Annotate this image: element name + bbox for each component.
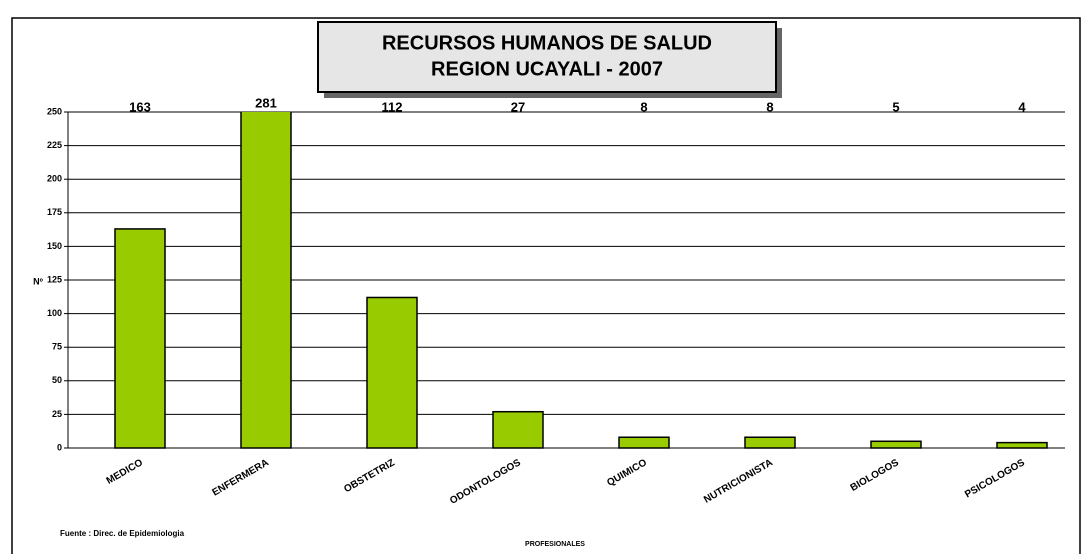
y-axis-label: Nº — [33, 276, 43, 286]
bar — [744, 436, 796, 449]
bar — [996, 441, 1048, 449]
y-tick-label: 125 — [47, 274, 62, 284]
bar — [618, 436, 670, 449]
bars — [114, 112, 1048, 449]
y-tick-label: 25 — [52, 409, 62, 419]
value-label: 8 — [640, 99, 647, 114]
bar — [114, 228, 166, 449]
value-label: 4 — [1018, 99, 1026, 114]
bar — [366, 296, 418, 449]
y-tick-label: 100 — [47, 308, 62, 318]
y-tick-label: 0 — [57, 442, 62, 452]
bar — [870, 440, 922, 449]
bar — [240, 112, 292, 449]
source-note: Fuente : Direc. de Epidemiologia — [60, 529, 185, 538]
x-axis-label: PROFESIONALES — [525, 541, 585, 548]
bar — [492, 410, 544, 449]
y-tick-label: 250 — [47, 106, 62, 116]
y-tick-label: 50 — [52, 375, 62, 385]
value-label: 163 — [129, 99, 151, 114]
y-tick-label: 75 — [52, 342, 62, 352]
value-label: 27 — [511, 99, 525, 114]
y-tick-label: 200 — [47, 174, 62, 184]
chart-title: RECURSOS HUMANOS DE SALUD — [382, 32, 712, 54]
chart-subtitle: REGION UCAYALI - 2007 — [431, 58, 663, 80]
value-label: 281 — [255, 95, 277, 110]
y-tick-label: 175 — [47, 207, 62, 217]
value-label: 112 — [382, 99, 403, 114]
title-box — [317, 21, 777, 93]
y-tick-label: 225 — [47, 140, 62, 150]
value-label: 5 — [892, 99, 899, 114]
y-tick-label: 150 — [47, 241, 62, 251]
value-label: 8 — [766, 99, 773, 114]
chart-frame — [11, 17, 1081, 554]
